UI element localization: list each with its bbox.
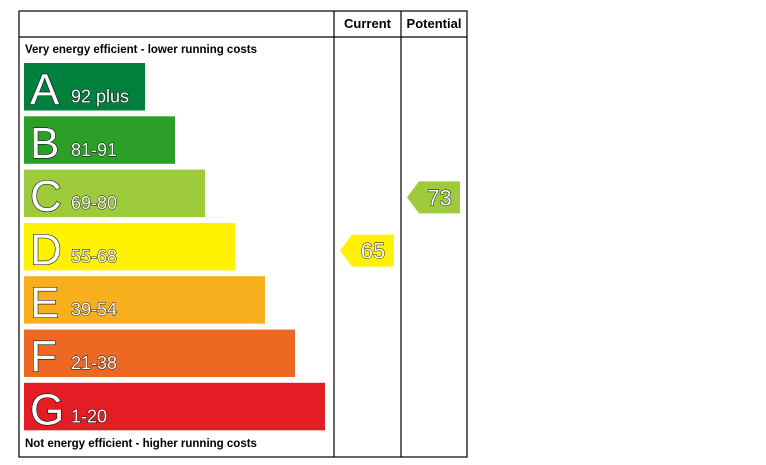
band-b-bar	[24, 116, 175, 164]
band-a-bar	[24, 63, 145, 111]
band-c-range: 69-80	[71, 193, 117, 213]
potential-score: 73	[427, 185, 451, 210]
band-a-letter: A	[30, 66, 60, 115]
band-d-range: 55-68	[71, 246, 117, 266]
bottom-caption: Not energy efficient - higher running co…	[25, 438, 257, 450]
band-d-letter: D	[30, 225, 62, 274]
band-g-range: 1-20	[71, 406, 107, 426]
band-b-letter: B	[30, 119, 59, 168]
chart-frame	[18, 10, 468, 458]
band-c-bar	[24, 169, 205, 218]
current-score: 65	[361, 239, 385, 264]
potential-header: Potential	[407, 16, 462, 31]
band-a-range: 92 plus	[71, 87, 129, 107]
band-g-bar	[24, 382, 325, 431]
rating-markers: 65 73	[340, 181, 460, 267]
band-c-letter: C	[30, 172, 62, 221]
band-e-letter: E	[30, 279, 59, 328]
band-f-range: 21-38	[71, 353, 117, 373]
current-marker	[340, 234, 394, 267]
band-e-range: 39-54	[71, 300, 117, 320]
band-f-bar	[24, 329, 295, 377]
band-d-bar	[24, 222, 235, 271]
outer-border	[18, 10, 468, 458]
current-header: Current	[344, 16, 392, 31]
band-e-bar	[24, 276, 265, 324]
band-g-letter: G	[30, 385, 64, 434]
potential-marker	[407, 181, 460, 214]
band-f-letter: F	[30, 332, 57, 381]
top-caption: Very energy efficient - lower running co…	[25, 44, 257, 56]
band-b-range: 81-91	[71, 140, 117, 160]
rating-bands: A 92 plus B 81-91 C 69-80 D 55-68 E 39-54 F 21-38 G 1…	[24, 63, 325, 435]
